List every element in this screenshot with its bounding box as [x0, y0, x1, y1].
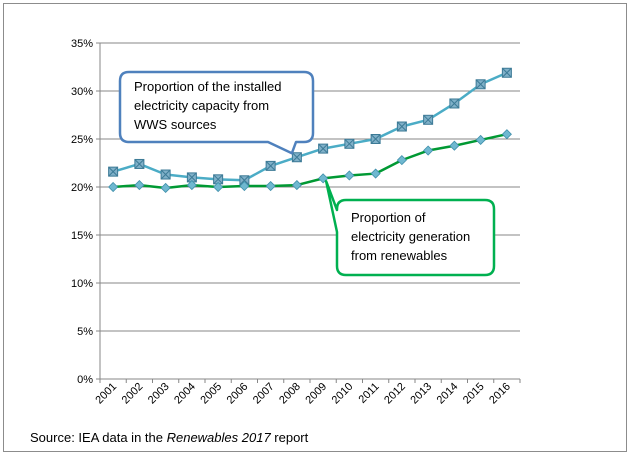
- y-tick-label: 25%: [71, 134, 93, 146]
- marker-cross: [370, 134, 381, 144]
- y-tick-label: 20%: [71, 182, 93, 194]
- data-point-square: [449, 98, 460, 109]
- data-point-diamond: [501, 129, 512, 140]
- data-point-square: [344, 138, 355, 149]
- y-tick-label: 35%: [71, 38, 93, 50]
- x-tick-label: 2003: [146, 381, 172, 407]
- marker-cross: [344, 138, 355, 149]
- marker-cross: [502, 67, 512, 78]
- source-prefix: Source: IEA data in the: [30, 430, 167, 445]
- callout-box: [118, 70, 315, 155]
- data-point-diamond: [186, 180, 197, 191]
- callouts: Proportion of the installed electricity c…: [118, 70, 496, 277]
- x-tick-label: 2007: [251, 381, 277, 407]
- data-point-diamond: [475, 134, 486, 146]
- x-tick-label: 2002: [120, 381, 146, 407]
- y-tick-label: 10%: [71, 278, 93, 290]
- data-point-square: [186, 172, 197, 183]
- data-point-diamond: [344, 170, 355, 181]
- x-tick-label: 2013: [408, 381, 434, 407]
- data-point-square: [318, 143, 329, 154]
- callout-box: [324, 179, 496, 277]
- x-tick-label: 2011: [357, 381, 382, 406]
- marker-cross: [292, 152, 302, 163]
- data-point-diamond: [160, 182, 171, 194]
- marker-cross: [108, 166, 118, 177]
- x-tick-label: 2012: [382, 381, 408, 407]
- source-report-name: Renewables 2017: [166, 430, 271, 445]
- y-tick-label: 15%: [71, 230, 93, 242]
- series-lines: [108, 67, 512, 194]
- data-point-square: [370, 134, 381, 144]
- marker-cross: [134, 159, 145, 169]
- data-point-diamond: [291, 180, 302, 191]
- x-tick-label: 2004: [172, 381, 198, 407]
- x-tick-label: 2009: [303, 381, 329, 407]
- y-tick-labels: 0% 5% 10% 15% 20% 25% 30% 35%: [71, 38, 93, 386]
- callout-text-line: Proportion of: [351, 210, 426, 225]
- data-point-diamond: [423, 145, 434, 156]
- axes: [96, 42, 521, 383]
- marker-cross: [475, 79, 486, 90]
- data-point-diamond: [396, 155, 407, 166]
- data-point-square: [134, 158, 145, 169]
- callout-renewables: Proportion of electricity generation from …: [324, 179, 496, 277]
- data-point-diamond: [134, 180, 145, 191]
- data-point-diamond: [213, 181, 224, 193]
- callout-text-line: from renewables: [351, 248, 448, 263]
- data-point-square: [291, 152, 302, 163]
- series-line: [113, 132, 508, 190]
- x-tick-label: 2001: [93, 381, 119, 407]
- x-tick-label: 2015: [461, 381, 487, 407]
- data-point-diamond: [239, 180, 250, 192]
- marker-cross: [265, 161, 276, 171]
- x-tick-label: 2005: [198, 381, 224, 407]
- data-point-diamond: [370, 168, 381, 179]
- marker-cross: [318, 143, 328, 154]
- y-tick-label: 5%: [77, 326, 93, 338]
- marker-cross: [449, 98, 460, 109]
- y-tick-label: 0%: [77, 374, 93, 386]
- data-point-square: [265, 160, 276, 171]
- series-line: [112, 71, 508, 182]
- data-point-diamond: [449, 140, 460, 151]
- data-point-square: [501, 67, 512, 78]
- source-suffix: report: [270, 430, 309, 445]
- x-tick-label: 2010: [330, 381, 356, 407]
- marker-cross: [239, 175, 250, 186]
- marker-cross: [160, 169, 171, 180]
- x-tick-labels: 2001 2002 2003 2004 2005 2006 2007 2008 2009 2010…: [93, 381, 513, 407]
- marker-cross: [213, 174, 223, 185]
- callout-wws: Proportion of the installed electricity c…: [118, 70, 315, 155]
- marker-cross: [423, 114, 433, 125]
- callout-text-line: electricity capacity from: [134, 98, 269, 113]
- callout-text-line: electricity generation: [351, 229, 470, 244]
- data-point-square: [396, 121, 407, 132]
- callout-text-line: Proportion of the installed: [134, 79, 281, 94]
- x-tick-label: 2006: [225, 381, 251, 407]
- marker-cross: [397, 121, 407, 132]
- x-tick-label: 2016: [487, 381, 513, 407]
- data-point-diamond: [265, 180, 276, 192]
- data-point-square: [423, 114, 434, 125]
- source-note: Source: IEA data in the Renewables 2017 …: [30, 430, 308, 445]
- data-point-square: [108, 166, 119, 177]
- callout-text-line: WWS sources: [134, 117, 217, 132]
- x-tick-label: 2014: [435, 381, 461, 407]
- chart-frame: [3, 3, 627, 452]
- data-point-square: [475, 79, 486, 90]
- marker-cross: [187, 172, 197, 183]
- x-tick-label: 2008: [277, 381, 303, 407]
- data-point-square: [160, 169, 171, 180]
- data-point-diamond: [108, 181, 119, 193]
- y-tick-label: 30%: [71, 86, 93, 98]
